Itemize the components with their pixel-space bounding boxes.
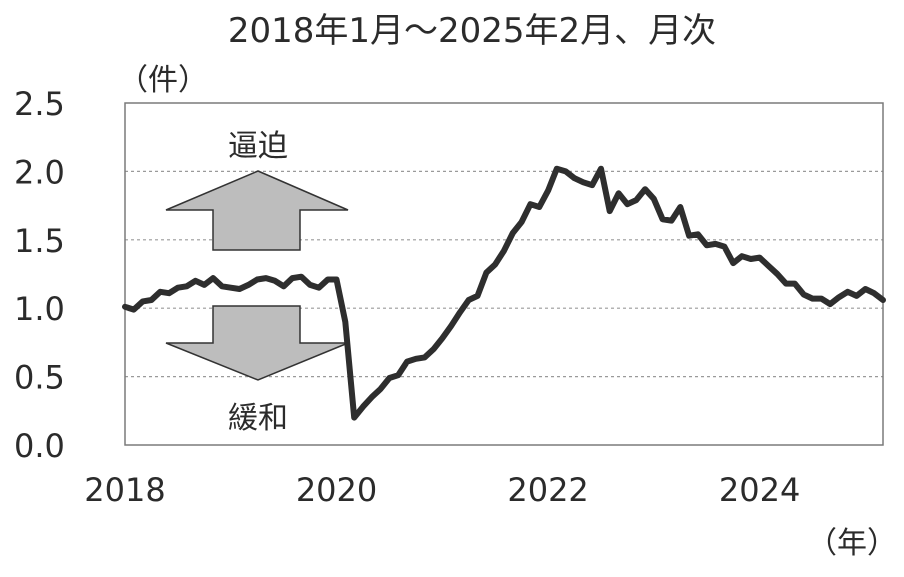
y-tick-label: 0.5	[14, 359, 65, 397]
chart-title: 2018年1月～2025年2月、月次	[228, 11, 716, 51]
x-tick-label: 2024	[719, 471, 800, 509]
y-tick-label: 1.5	[14, 222, 65, 260]
y-tick-label: 2.0	[14, 153, 65, 191]
x-tick-label: 2018	[84, 471, 165, 509]
annotation-easing: 緩和	[228, 401, 288, 436]
up-arrow	[165, 170, 349, 251]
x-axis-ticks: 2018 2020 2022 2024	[84, 471, 800, 509]
series-line	[122, 165, 886, 421]
plot-frame	[124, 102, 884, 446]
x-axis-unit: （年）	[807, 526, 897, 561]
y-tick-label: 2.5	[14, 85, 65, 123]
x-tick-label: 2020	[296, 471, 377, 509]
y-axis-ticks: 0.0 0.5 1.0 1.5 2.0 2.5	[14, 85, 65, 465]
y-axis-unit: （件）	[118, 63, 208, 98]
y-tick-label: 1.0	[14, 290, 65, 328]
annotation-tight: 逼迫	[228, 129, 288, 164]
y-tick-label: 0.0	[14, 427, 65, 465]
series-layer	[122, 165, 886, 421]
down-arrow	[165, 305, 349, 381]
x-tick-label: 2022	[507, 471, 588, 509]
